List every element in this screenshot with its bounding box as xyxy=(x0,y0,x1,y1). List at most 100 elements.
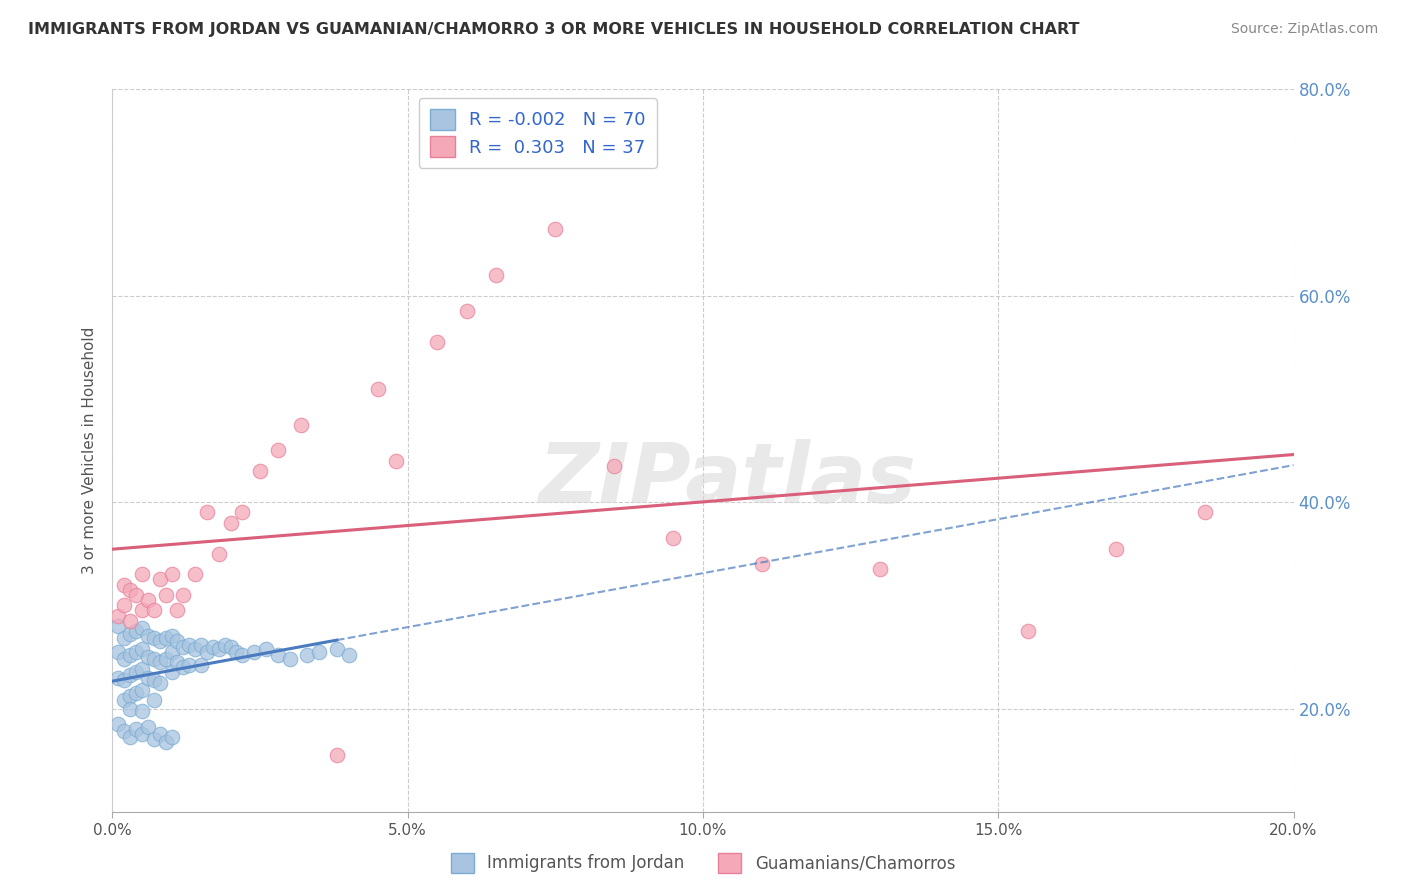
Point xyxy=(125,722,148,736)
Point xyxy=(278,652,301,666)
Point xyxy=(869,562,891,576)
Point xyxy=(367,382,389,396)
Point xyxy=(136,629,159,643)
Text: Source: ZipAtlas.com: Source: ZipAtlas.com xyxy=(1230,22,1378,37)
Text: IMMIGRANTS FROM JORDAN VS GUAMANIAN/CHAMORRO 3 OR MORE VEHICLES IN HOUSEHOLD COR: IMMIGRANTS FROM JORDAN VS GUAMANIAN/CHAM… xyxy=(28,22,1080,37)
Point xyxy=(231,505,253,519)
Point xyxy=(219,640,242,654)
Point xyxy=(166,603,188,617)
Point xyxy=(326,641,349,656)
Point xyxy=(120,668,142,682)
Point xyxy=(112,577,135,591)
Point xyxy=(125,645,148,659)
Point xyxy=(120,731,142,745)
Point xyxy=(112,724,135,739)
Point xyxy=(131,704,153,718)
Point xyxy=(190,638,212,652)
Point xyxy=(751,557,773,571)
Point xyxy=(136,649,159,664)
Point xyxy=(160,731,183,745)
Point xyxy=(208,641,231,656)
Point xyxy=(166,655,188,669)
Point xyxy=(149,655,172,669)
Point xyxy=(155,734,177,748)
Point xyxy=(166,634,188,648)
Point xyxy=(131,621,153,635)
Point xyxy=(184,567,207,582)
Point xyxy=(131,727,153,741)
Point xyxy=(131,567,153,582)
Point xyxy=(120,614,142,628)
Point xyxy=(136,593,159,607)
Point xyxy=(544,221,567,235)
Point xyxy=(337,648,360,662)
Point xyxy=(172,588,194,602)
Point xyxy=(120,648,142,662)
Point xyxy=(112,693,135,707)
Point xyxy=(120,689,142,703)
Point xyxy=(112,599,135,613)
Point xyxy=(155,588,177,602)
Point xyxy=(120,582,142,597)
Point xyxy=(214,638,236,652)
Point xyxy=(160,665,183,680)
Point xyxy=(485,268,508,282)
Point xyxy=(155,632,177,646)
Point xyxy=(142,693,165,707)
Point xyxy=(254,641,277,656)
Point xyxy=(112,652,135,666)
Point xyxy=(125,686,148,700)
Point xyxy=(208,547,231,561)
Point xyxy=(120,701,142,715)
Point xyxy=(1194,505,1216,519)
Point xyxy=(385,454,408,468)
Point xyxy=(190,658,212,673)
Point xyxy=(308,645,330,659)
Point xyxy=(131,662,153,676)
Text: ZIPatlas: ZIPatlas xyxy=(537,439,915,520)
Point xyxy=(155,652,177,666)
Point xyxy=(243,645,266,659)
Point xyxy=(136,671,159,685)
Point xyxy=(107,671,129,685)
Point xyxy=(131,603,153,617)
Point xyxy=(195,645,218,659)
Point xyxy=(456,304,478,318)
Point xyxy=(107,619,129,633)
Point xyxy=(160,645,183,659)
Point xyxy=(179,658,201,673)
Point xyxy=(219,516,242,530)
Point xyxy=(172,640,194,654)
Point xyxy=(297,648,319,662)
Point xyxy=(142,652,165,666)
Point xyxy=(107,717,129,731)
Point xyxy=(201,640,224,654)
Point xyxy=(195,505,218,519)
Point xyxy=(142,632,165,646)
Point xyxy=(326,747,349,762)
Legend: R = -0.002   N = 70, R =  0.303   N = 37: R = -0.002 N = 70, R = 0.303 N = 37 xyxy=(419,98,657,168)
Point xyxy=(267,443,290,458)
Point xyxy=(603,458,626,473)
Point xyxy=(125,665,148,680)
Point xyxy=(131,641,153,656)
Point xyxy=(107,645,129,659)
Point xyxy=(662,531,685,545)
Point xyxy=(149,675,172,690)
Point xyxy=(142,603,165,617)
Point xyxy=(125,588,148,602)
Point xyxy=(1105,541,1128,556)
Point xyxy=(131,682,153,697)
Point xyxy=(267,648,290,662)
Point xyxy=(112,673,135,687)
Point xyxy=(136,720,159,734)
Point xyxy=(290,417,312,432)
Point xyxy=(160,629,183,643)
Point xyxy=(179,638,201,652)
Point xyxy=(125,624,148,639)
Point xyxy=(120,627,142,641)
Point xyxy=(1017,624,1039,639)
Point xyxy=(231,648,253,662)
Point xyxy=(112,632,135,646)
Point xyxy=(249,464,271,478)
